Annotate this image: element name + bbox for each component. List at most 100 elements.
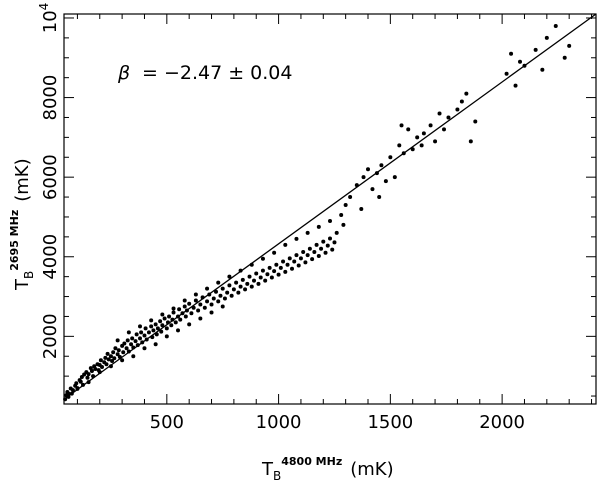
data-point: [209, 302, 214, 307]
data-point: [249, 284, 254, 289]
data-point: [343, 203, 348, 208]
data-point: [240, 277, 245, 282]
data-point: [325, 243, 330, 248]
data-point: [209, 310, 214, 315]
data-point: [142, 346, 147, 351]
data-point: [278, 265, 283, 270]
data-point: [236, 290, 241, 295]
data-point: [274, 262, 279, 267]
data-point: [254, 271, 259, 276]
data-point: [222, 296, 227, 301]
data-point: [151, 328, 156, 333]
data-point: [419, 143, 424, 148]
data-point: [238, 284, 243, 289]
data-point: [272, 269, 277, 274]
data-point: [131, 345, 136, 350]
data-point: [162, 316, 167, 321]
data-point: [198, 316, 203, 321]
data-point: [310, 257, 315, 262]
data-point: [78, 379, 83, 384]
data-point: [341, 222, 346, 227]
data-point: [370, 187, 375, 192]
data-point: [153, 322, 158, 327]
data-point: [321, 239, 326, 244]
data-point: [468, 139, 473, 144]
y-tick-label: 8000: [40, 75, 61, 121]
data-point: [366, 167, 370, 172]
data-point: [397, 143, 402, 148]
data-point: [267, 265, 272, 270]
data-point: [269, 275, 274, 280]
x-axis-title-base: T: [261, 459, 274, 480]
data-point: [106, 357, 111, 362]
data-point: [138, 336, 142, 341]
data-point: [238, 268, 243, 273]
data-point: [100, 364, 104, 369]
data-point: [69, 391, 74, 396]
data-point: [196, 308, 201, 313]
x-axis-title-sub: B: [273, 469, 281, 480]
data-point: [334, 230, 339, 235]
data-point: [129, 342, 134, 347]
data-point: [176, 328, 180, 333]
data-point: [383, 179, 388, 184]
data-point: [146, 330, 151, 335]
x-tick-label: 2000: [479, 412, 525, 433]
data-point: [227, 283, 232, 288]
data-point: [227, 274, 232, 279]
data-point: [442, 127, 446, 132]
y-axis-title-sub: B: [22, 271, 36, 279]
data-point: [182, 298, 187, 303]
data-point: [178, 317, 183, 322]
data-point: [377, 195, 382, 200]
data-point: [504, 71, 509, 76]
data-point: [191, 305, 196, 310]
data-point: [165, 320, 170, 325]
data-point: [473, 119, 478, 124]
data-point: [159, 329, 164, 334]
data-point: [81, 382, 85, 387]
data-point: [122, 341, 127, 346]
data-point: [252, 278, 256, 283]
data-point: [173, 320, 178, 325]
data-point: [301, 249, 306, 254]
y-tick-label: 2000: [40, 313, 61, 359]
plot-area: 500 1000 1500 2000 2000 4000 6000 8000 104: [37, 3, 597, 433]
data-point: [115, 338, 120, 343]
data-point: [263, 278, 268, 283]
data-point: [464, 91, 469, 96]
data-point: [316, 224, 321, 229]
data-point: [256, 281, 261, 286]
data-point: [249, 262, 254, 267]
data-point: [319, 246, 324, 251]
x-tick-label: 1000: [256, 412, 302, 433]
data-point: [298, 256, 303, 261]
data-point: [303, 260, 308, 265]
data-point: [245, 281, 250, 286]
data-point: [388, 155, 393, 160]
data-point: [540, 67, 545, 72]
data-point: [374, 171, 379, 176]
data-point: [167, 314, 172, 319]
y-axis-title-base: T: [12, 278, 33, 291]
data-point: [177, 307, 182, 312]
data-point: [211, 296, 216, 301]
data-point: [108, 354, 113, 359]
data-point: [265, 272, 270, 277]
data-point: [225, 290, 230, 295]
plot-frame: [63, 13, 597, 405]
data-point: [66, 391, 71, 396]
data-point: [399, 123, 404, 128]
data-point: [158, 319, 163, 324]
data-point: [392, 175, 397, 180]
data-point: [283, 269, 288, 274]
data-point: [171, 306, 176, 311]
data-point: [91, 374, 96, 379]
data-point: [108, 364, 113, 369]
data-point: [314, 242, 319, 247]
data-point: [339, 212, 344, 217]
data-point: [120, 358, 125, 363]
data-point: [218, 293, 223, 298]
data-point: [509, 51, 514, 56]
data-point: [305, 253, 310, 258]
